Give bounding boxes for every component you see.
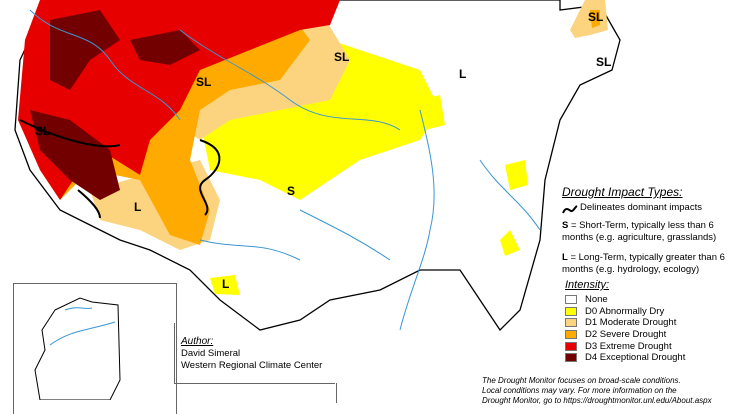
legend-item-none: None bbox=[565, 294, 685, 306]
impact-label-mi: L bbox=[459, 67, 467, 81]
footnote: The Drought Monitor focuses on broad-sca… bbox=[482, 376, 740, 406]
short-term-key: S bbox=[562, 220, 569, 231]
swatch-d4 bbox=[565, 353, 577, 363]
hawaii-inset-frame bbox=[174, 383, 337, 403]
intensity-legend: Intensity: None D0 Abnormally Dry D1 Mod… bbox=[565, 279, 685, 364]
intensity-title: Intensity: bbox=[565, 279, 610, 291]
legend-label-d4: D4 Exceptional Drought bbox=[585, 352, 686, 364]
drought-map bbox=[14, 0, 621, 400]
impact-label-ca: SL bbox=[35, 124, 51, 138]
drought-shading bbox=[14, 0, 621, 332]
legend-label-d0: D0 Abnormally Dry bbox=[585, 305, 665, 317]
author-block: Author: David Simeral Western Regional C… bbox=[181, 336, 322, 372]
swatch-d1 bbox=[565, 318, 577, 328]
impact-boundary-lines bbox=[19, 119, 221, 219]
swatch-d2 bbox=[565, 330, 577, 340]
author-name: David Simeral bbox=[181, 348, 241, 359]
impact-label-mt: SL bbox=[196, 75, 212, 89]
legend-item-d3: D3 Extreme Drought bbox=[565, 340, 685, 352]
footnote-line-3: Drought Monitor, go to https://droughtmo… bbox=[482, 396, 712, 405]
short-term-text: = Short-Term, typically less than 6 mont… bbox=[562, 220, 717, 243]
legend-item-d4: D4 Exceptional Drought bbox=[565, 352, 685, 364]
legend-item-d0: D0 Abnormally Dry bbox=[565, 306, 685, 318]
author-title: Author: bbox=[181, 336, 214, 347]
legend-item-d2: D2 Severe Drought bbox=[565, 329, 685, 341]
legend-label-d2: D2 Severe Drought bbox=[585, 329, 667, 341]
swatch-none bbox=[565, 295, 577, 305]
alaska-inset-frame bbox=[13, 283, 177, 414]
impact-types-legend: Drought Impact Types: Delineates dominan… bbox=[562, 186, 740, 284]
footnote-line-1: The Drought Monitor focuses on broad-sca… bbox=[482, 376, 681, 385]
impact-types-title: Drought Impact Types: bbox=[562, 185, 683, 199]
legend-label-d3: D3 Extreme Drought bbox=[585, 340, 672, 352]
long-term-key: L bbox=[562, 252, 568, 263]
delineates-symbol-icon bbox=[562, 205, 578, 214]
rivers bbox=[29, 9, 541, 331]
alaska-outline bbox=[34, 297, 121, 400]
author-frame bbox=[174, 323, 335, 384]
impact-label-tx: L bbox=[222, 277, 230, 291]
delineates-row: Delineates dominant impacts bbox=[562, 202, 740, 214]
long-term-desc: L = Long-Term, typically greater than 6 … bbox=[562, 252, 740, 276]
legend-item-d1: D1 Moderate Drought bbox=[565, 317, 685, 329]
delineates-label: Delineates dominant impacts bbox=[580, 202, 702, 213]
short-term-desc: S = Short-Term, typically less than 6 mo… bbox=[562, 220, 740, 244]
impact-label-ne-1: SL bbox=[588, 10, 604, 24]
swatch-d0 bbox=[565, 306, 577, 316]
legend-label-none: None bbox=[585, 294, 608, 306]
long-term-text: = Long-Term, typically greater than 6 mo… bbox=[562, 252, 725, 275]
impact-label-ne-2: SL bbox=[596, 55, 612, 69]
legend-label-d1: D1 Moderate Drought bbox=[585, 317, 677, 329]
impact-label-mn: SL bbox=[334, 50, 350, 64]
swatch-d3 bbox=[565, 341, 577, 351]
footnote-line-2: Local conditions may vary. For more info… bbox=[482, 386, 677, 395]
impact-label-az: L bbox=[134, 200, 142, 214]
author-org: Western Regional Climate Center bbox=[181, 360, 323, 371]
impact-label-ks: S bbox=[287, 184, 296, 198]
